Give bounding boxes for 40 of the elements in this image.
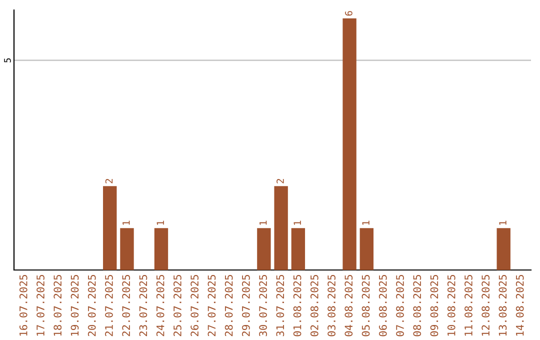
y-tick-label: 5 xyxy=(4,58,11,62)
data-label: 1 xyxy=(294,220,301,225)
x-tick-label: 22.07.2025 xyxy=(122,275,130,336)
x-tick-label: 12.08.2025 xyxy=(482,275,490,336)
data-label: 1 xyxy=(122,220,130,225)
x-tick-label: 26.07.2025 xyxy=(190,275,199,336)
data-label: 6 xyxy=(345,11,352,16)
x-tick-label: 02.08.2025 xyxy=(310,275,318,336)
x-tick-label: 23.07.2025 xyxy=(139,275,148,336)
x-tick-label: 19.07.2025 xyxy=(70,275,79,336)
x-tick-label: 24.07.2025 xyxy=(156,275,164,336)
x-tick-label: 18.07.2025 xyxy=(54,275,62,336)
data-label: 1 xyxy=(260,220,267,225)
x-tick-label: 13.08.2025 xyxy=(498,275,507,336)
x-tick-label: 25.07.2025 xyxy=(174,275,182,336)
x-tick-label: 05.08.2025 xyxy=(362,275,370,336)
x-tick-label: 20.07.2025 xyxy=(88,275,96,336)
x-tick-label: 29.07.2025 xyxy=(242,275,250,336)
x-tick-label: 21.07.2025 xyxy=(105,275,113,336)
x-tick-label: 04.08.2025 xyxy=(344,275,353,336)
x-tick-label: 16.07.2025 xyxy=(19,275,28,336)
x-tick-label: 06.08.2025 xyxy=(378,275,387,336)
x-tick-label: 10.08.2025 xyxy=(447,275,456,336)
x-tick-label: 28.07.2025 xyxy=(224,275,233,336)
x-tick-label: 31.07.2025 xyxy=(276,275,284,336)
x-tick-label: 14.08.2025 xyxy=(516,275,524,336)
x-tick-label: 01.08.2025 xyxy=(293,275,302,336)
x-tick-label: 11.08.2025 xyxy=(464,275,472,336)
data-label: 1 xyxy=(362,220,370,225)
data-label: 2 xyxy=(276,179,284,184)
data-label: 1 xyxy=(156,220,164,225)
x-tick-label: 17.07.2025 xyxy=(36,275,44,336)
x-tick-label: 27.07.2025 xyxy=(208,275,216,336)
x-tick-label: 08.08.2025 xyxy=(413,275,422,336)
x-tick-label: 03.08.2025 xyxy=(328,275,336,336)
data-label: 2 xyxy=(105,179,113,184)
data-label: 1 xyxy=(499,220,506,225)
x-tick-label: 09.08.2025 xyxy=(430,275,438,336)
x-tick-label: 30.07.2025 xyxy=(259,275,267,336)
x-tick-label: 07.08.2025 xyxy=(396,275,404,336)
